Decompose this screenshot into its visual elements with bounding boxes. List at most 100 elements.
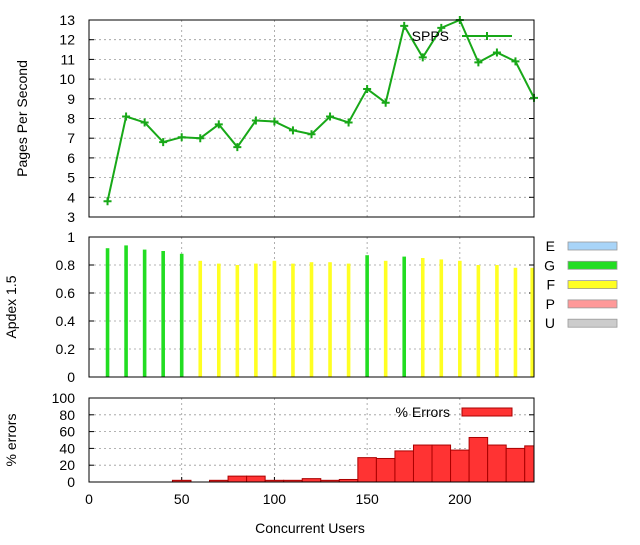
errors-tick-label: 20 (59, 457, 75, 473)
spps-y-ticks: 3 4 5 6 7 8 9 10 11 12 13 (59, 12, 534, 225)
apdex-y-axis-label: Apdex 1.5 (3, 275, 19, 338)
spps-y-axis-label: Pages Per Second (14, 60, 30, 177)
apdex-bar (105, 248, 110, 377)
apdex-legend-swatch (567, 299, 618, 309)
apdex-bar (383, 260, 388, 377)
spps-plot-frame (88, 19, 535, 218)
apdex-bar (198, 260, 203, 377)
apdex-legend-label: F (546, 277, 555, 293)
legend-marker-spps (483, 32, 491, 40)
x-tick-label: 100 (263, 491, 287, 507)
spps-legend: SPPS (412, 28, 512, 44)
errors-bar (450, 449, 470, 483)
spps-tick-label: 11 (60, 51, 75, 67)
spps-data-point (233, 143, 242, 152)
apdex-tick-label: 0.2 (56, 341, 76, 357)
x-tick-label: 50 (174, 491, 190, 507)
apdex-legend-swatch (567, 260, 618, 270)
spps-data-point (437, 23, 446, 32)
spps-data-point (326, 112, 335, 121)
apdex-bar (328, 262, 332, 377)
spps-data-point (418, 53, 427, 62)
apdex-bar (513, 267, 518, 377)
apdex-legend-swatch (567, 241, 618, 251)
errors-bar (301, 478, 322, 483)
apdex-bar (402, 256, 407, 377)
errors-tick-label: 0 (67, 474, 75, 490)
apdex-bar (124, 245, 128, 377)
apdex-bar (439, 259, 444, 377)
apdex-bar (161, 251, 165, 377)
spps-data-point (511, 57, 520, 66)
apdex-legend-label: G (544, 257, 555, 273)
errors-bar (431, 444, 452, 483)
errors-bar (505, 447, 526, 483)
x-tick-label: 150 (355, 491, 379, 507)
errors-bar (394, 450, 414, 483)
errors-tick-label: 60 (59, 424, 75, 440)
spps-tick-label: 7 (67, 130, 75, 146)
spps-data-point (288, 126, 297, 135)
spps-data-point (474, 58, 483, 67)
spps-tick-label: 12 (59, 32, 75, 48)
apdex-bar (420, 258, 425, 377)
spps-data-point (400, 21, 409, 30)
apdex-bar (476, 265, 481, 377)
apdex-bar (458, 260, 462, 377)
errors-tick-label: 100 (52, 390, 76, 406)
spps-data-point (140, 118, 149, 127)
apdex-tick-label: 0.6 (56, 285, 76, 301)
apdex-y-ticks: 0 0.2 0.4 0.6 0.8 1 (56, 229, 534, 385)
spps-series (103, 16, 538, 206)
errors-bar (468, 436, 489, 483)
errors-bar (412, 444, 433, 483)
errors-plot-frame (88, 397, 535, 483)
apdex-legend-label: P (546, 296, 555, 312)
apdex-tick-label: 1 (67, 229, 75, 245)
errors-bars (171, 436, 535, 483)
x-tick-label: 0 (85, 491, 93, 507)
spps-tick-label: 10 (59, 71, 75, 87)
spps-data-point (251, 116, 260, 125)
spps-data-point (344, 118, 353, 127)
spps-data-point (363, 84, 372, 93)
errors-bar (487, 444, 507, 483)
apdex-tick-label: 0 (67, 369, 75, 385)
spps-data-point (159, 138, 168, 147)
spps-data-point (122, 112, 131, 121)
spps-data-point (381, 98, 390, 107)
spps-data-point (307, 130, 316, 139)
errors-y-axis-label: % errors (3, 414, 19, 467)
apdex-bars (105, 245, 534, 377)
spps-tick-label: 6 (67, 150, 75, 166)
apdex-bar (530, 267, 534, 377)
spps-tick-label: 5 (67, 170, 75, 186)
errors-bar (357, 457, 377, 483)
apdex-bar (179, 253, 184, 377)
errors-bar (375, 457, 396, 483)
apdex-bar (291, 263, 295, 377)
errors-legend: % Errors (396, 404, 513, 420)
legend-label-spps: SPPS (412, 28, 449, 44)
apdex-bar (346, 263, 351, 377)
apdex-bar (142, 249, 147, 377)
spps-data-point (196, 134, 205, 143)
apdex-tick-label: 0.4 (56, 313, 76, 329)
spps-panel: 3 4 5 6 7 8 9 10 11 12 13 SPPS Pages Per Second (14, 12, 538, 225)
apdex-legend-swatch (567, 318, 618, 328)
apdex-bar (365, 255, 369, 377)
spps-data-point (492, 48, 501, 57)
legend-label-errors: % Errors (396, 404, 450, 420)
apdex-plot-frame (88, 236, 535, 378)
apdex-bar (235, 265, 240, 377)
apdex-legend-label: U (545, 315, 555, 331)
spps-data-point (177, 133, 186, 142)
errors-tick-label: 80 (59, 407, 75, 423)
errors-x-ticks: 0 50 100 150 200 (85, 477, 472, 507)
